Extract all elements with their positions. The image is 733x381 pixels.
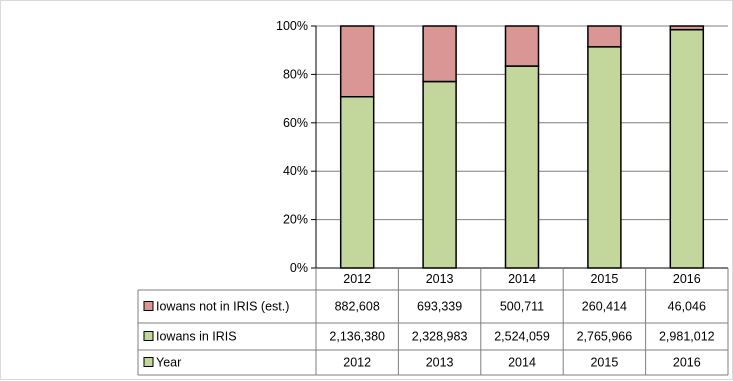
table-cell-value: 2016 bbox=[673, 356, 701, 370]
bar-segment bbox=[422, 80, 457, 269]
table-cell-value: 2013 bbox=[426, 356, 454, 370]
table-cell-value: 2,981,012 bbox=[659, 330, 715, 344]
bar-segment bbox=[504, 25, 540, 67]
bar-segment bbox=[587, 46, 622, 269]
table-cell-value: 2,136,380 bbox=[329, 330, 385, 344]
legend-key bbox=[143, 301, 154, 311]
legend-label: Iowans not in IRIS (est.) bbox=[156, 300, 289, 314]
y-tick-label: 20% bbox=[283, 213, 308, 227]
x-category-label: 2012 bbox=[343, 272, 371, 286]
y-tick-label: 80% bbox=[283, 67, 308, 81]
bar-segment bbox=[669, 25, 705, 31]
y-tick-label: 100% bbox=[276, 19, 308, 33]
table-cell-value: 693,339 bbox=[417, 300, 462, 314]
bar-segment bbox=[587, 25, 622, 48]
table-cell-value: 2015 bbox=[590, 356, 618, 370]
bar-segment bbox=[669, 28, 705, 269]
legend-label: Iowans in IRIS bbox=[156, 330, 237, 344]
table-cell-value: 260,414 bbox=[582, 300, 627, 314]
bar-segment bbox=[504, 65, 540, 269]
legend-key bbox=[143, 357, 154, 367]
bar-segment bbox=[339, 25, 375, 98]
y-tick-label: 60% bbox=[283, 116, 308, 130]
table-cell-value: 2,524,059 bbox=[494, 330, 550, 344]
y-tick-label: 0% bbox=[290, 261, 308, 275]
table-cell-value: 2014 bbox=[508, 356, 536, 370]
bar-segment bbox=[422, 25, 457, 83]
x-category-label: 2016 bbox=[673, 272, 701, 286]
x-category-label: 2015 bbox=[590, 272, 618, 286]
table-cell-value: 46,046 bbox=[668, 300, 706, 314]
table-cell-value: 2012 bbox=[343, 356, 371, 370]
legend-label: Year bbox=[156, 356, 181, 370]
table-cell-value: 500,711 bbox=[500, 300, 544, 314]
y-tick-label: 40% bbox=[283, 164, 308, 178]
table-cell-value: 2,765,966 bbox=[577, 330, 633, 344]
x-category-label: 2013 bbox=[426, 272, 454, 286]
table-cell-value: 2,328,983 bbox=[412, 330, 468, 344]
legend-key bbox=[143, 331, 154, 341]
bar-segment bbox=[339, 95, 375, 269]
x-category-label: 2014 bbox=[508, 272, 536, 286]
table-cell-value: 882,608 bbox=[335, 300, 380, 314]
